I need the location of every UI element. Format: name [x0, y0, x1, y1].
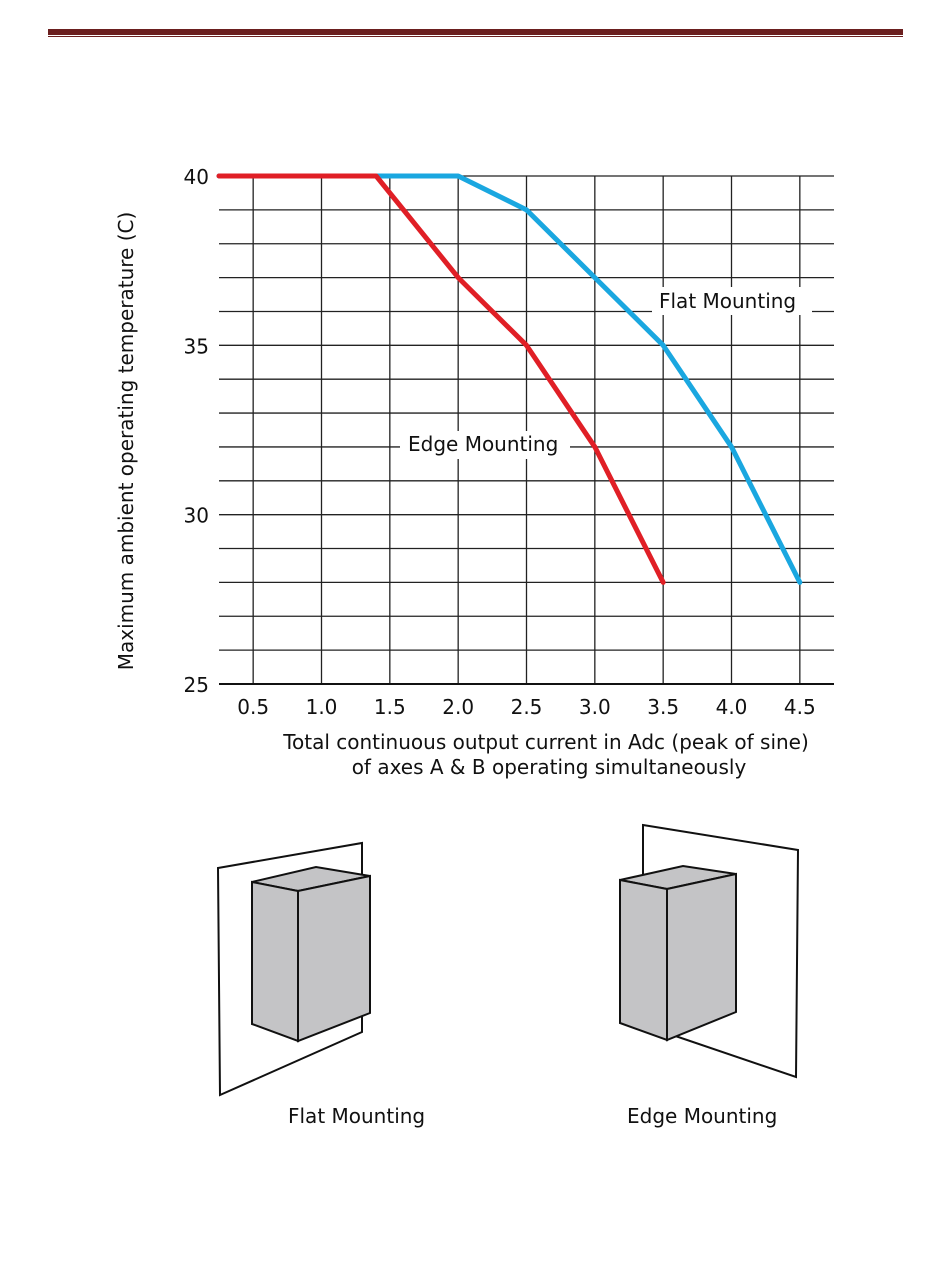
header-rule-thin — [48, 36, 903, 37]
flat-mounting-series-line — [216, 173, 803, 585]
header-rule — [48, 29, 903, 35]
x-tick-label: 1.0 — [306, 695, 338, 719]
flat-label-bg — [652, 287, 812, 315]
x-tick-label: 2.0 — [442, 695, 474, 719]
flat-box-side — [297, 874, 371, 1043]
edge-box-front — [619, 878, 668, 1042]
y-tick-label: 25 — [184, 673, 209, 697]
edge-mounting-illustration — [619, 823, 800, 1079]
y-tick-label: 30 — [184, 504, 209, 528]
chart-grid — [219, 175, 834, 685]
edge-mounting-series-line — [216, 173, 666, 585]
x-axis-label-line1: Total continuous output current in Adc (… — [282, 730, 809, 754]
x-tick-label: 3.5 — [647, 695, 679, 719]
x-tick-label: 2.5 — [511, 695, 543, 719]
flat-mounting-illustration — [216, 841, 371, 1097]
edge-box-side — [666, 872, 737, 1042]
chart-series — [216, 173, 803, 585]
edge-mounting-caption: Edge Mounting — [627, 1104, 778, 1128]
x-tick-label: 3.0 — [579, 695, 611, 719]
x-tick-label: 4.5 — [784, 695, 816, 719]
x-axis-label-line2: of axes A & B operating simultaneously — [352, 755, 747, 779]
x-tick-label: 0.5 — [237, 695, 269, 719]
y-tick-label: 35 — [184, 334, 209, 358]
chart-ticks: 0.5 1.0 1.5 2.0 2.5 3.0 3.5 4.0 4.5 25 30 35 40 — [184, 165, 816, 719]
edge-mounting-series-label: Edge Mounting — [408, 432, 558, 456]
x-tick-label: 1.5 — [374, 695, 406, 719]
y-tick-label: 40 — [184, 165, 209, 189]
edge-label-bg — [400, 431, 570, 459]
flat-mounting-plate — [216, 841, 363, 1097]
flat-mounting-caption: Flat Mounting — [288, 1104, 426, 1128]
x-tick-label: 4.0 — [716, 695, 748, 719]
y-axis-label: Maximum ambient operating temperature (C… — [114, 212, 138, 671]
flat-box-front — [251, 880, 299, 1043]
flat-mounting-series-label: Flat Mounting — [659, 289, 796, 313]
